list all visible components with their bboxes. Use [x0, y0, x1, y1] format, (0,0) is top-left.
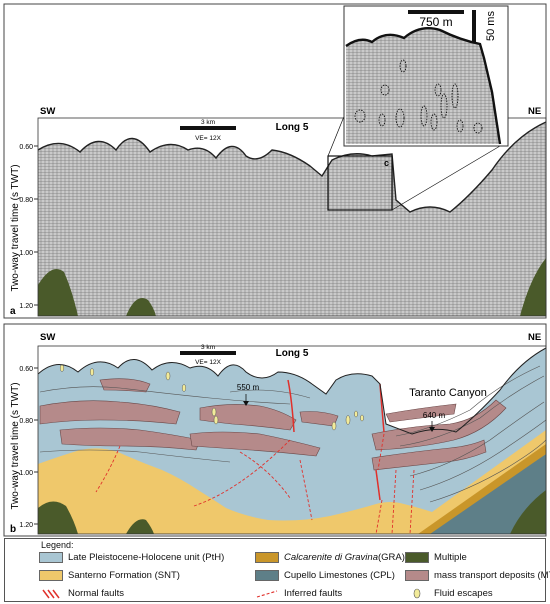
multiple-b-mid: [126, 519, 154, 534]
legend-item-gra: Calcarenite di Gravina (GRA): [255, 551, 405, 563]
cpl-unit: [422, 454, 546, 534]
legend-item-cpl: Cupello Limestones (CPL): [255, 569, 395, 581]
legend-item-fluid-escapes: Fluid escapes: [405, 587, 493, 599]
inferred-faults: [95, 433, 415, 534]
annot-640m: 640 m: [423, 411, 446, 420]
panel-b-y-axis: 0.60 0.80 1.00 1.20 Two-way travel time …: [10, 366, 38, 529]
panel-a-letter: a: [10, 306, 16, 317]
panel-a-y-title: Two-way travel time (s TWT): [10, 164, 21, 291]
legend-item-snt: Santerno Formation (SNT): [39, 569, 180, 581]
inset-c-scale-v: [472, 10, 476, 42]
panel-a-ve: VE= 12X: [195, 135, 222, 142]
annot-550m: 550 m: [237, 383, 260, 392]
canyon-label: Taranto Canyon: [409, 387, 487, 399]
mtd-bodies: [39, 378, 507, 471]
panel-b-y-title: Two-way travel time (s TWT): [10, 382, 21, 509]
legend-item-inferred-faults: Inferred faults: [255, 587, 342, 599]
panel-b-letter: b: [10, 524, 16, 535]
panel-a-tick-120: 1.20: [19, 303, 33, 310]
legend-swatch-cpl: [255, 569, 279, 581]
panel-b-tick-060: 0.60: [19, 366, 33, 373]
normal-fault-icon: [39, 588, 63, 599]
panel-a-ne: NE: [528, 106, 541, 117]
legend-swatch-mtd: [405, 569, 429, 581]
panel-b: SW NE Long 5 3 km VE= 12X 550 m Taranto …: [3, 323, 547, 537]
fluid-escapes: [59, 364, 364, 431]
inferred-fault-icon: [255, 588, 279, 599]
legend: Legend: Late Pleistocene-Holocene unit (…: [4, 538, 550, 602]
fluid-escape-icon: [405, 588, 429, 599]
gra-unit: [418, 444, 546, 534]
panel-a-tick-080: 0.80: [19, 197, 33, 204]
panel-b-tick-080: 0.80: [19, 418, 33, 425]
panel-b-line-name: Long 5: [276, 348, 309, 359]
panel-b-ve: VE= 12X: [195, 359, 222, 366]
multiple-left: [38, 268, 78, 316]
panel-a-y-axis: 0.60 0.80 1.00 1.20 Two-way travel time …: [10, 144, 38, 310]
legend-swatch-multiple: [405, 551, 429, 563]
inset-c-scale-v-label: 50 ms: [485, 11, 497, 41]
inset-c: 750 m 50 ms: [343, 5, 509, 147]
inset-c-letter: c: [384, 158, 389, 168]
inset-c-box: [327, 155, 393, 211]
panel-a-tick-100: 1.00: [19, 250, 33, 257]
legend-item-mtd: mass transport deposits (MTDs): [405, 569, 550, 581]
inset-c-scale-h-label: 750 m: [419, 15, 452, 29]
legend-swatch-gra: [255, 551, 279, 563]
panel-b-sw: SW: [40, 332, 55, 343]
panel-a-line-name: Long 5: [276, 122, 309, 133]
inset-c-scale-h: [408, 10, 464, 14]
panel-b-scale-bar: [180, 351, 236, 355]
multiple-right: [520, 258, 546, 316]
legend-item-normal-faults: Normal faults: [39, 587, 124, 599]
panel-b-scale-label: 3 km: [201, 344, 215, 351]
panel-b-tick-120: 1.20: [19, 522, 33, 529]
legend-item-multiple: Multiple: [405, 551, 467, 563]
panel-a-tick-060: 0.60: [19, 144, 33, 151]
snt-unit: [38, 430, 546, 534]
panel-b-tick-100: 1.00: [19, 470, 33, 477]
legend-item-pth: Late Pleistocene-Holocene unit (PtH): [39, 551, 224, 563]
panel-a-scale-bar: [180, 126, 236, 130]
legend-title: Legend:: [41, 540, 74, 550]
panel-b-ne: NE: [528, 332, 541, 343]
legend-swatch-snt: [39, 569, 63, 581]
panel-a-sw: SW: [40, 106, 55, 117]
multiple-b-left: [38, 501, 78, 534]
panel-a-scale-label: 3 km: [201, 119, 215, 126]
legend-swatch-pth: [39, 551, 63, 563]
multiple-mid: [126, 298, 156, 316]
multiple-b-right: [510, 490, 546, 534]
